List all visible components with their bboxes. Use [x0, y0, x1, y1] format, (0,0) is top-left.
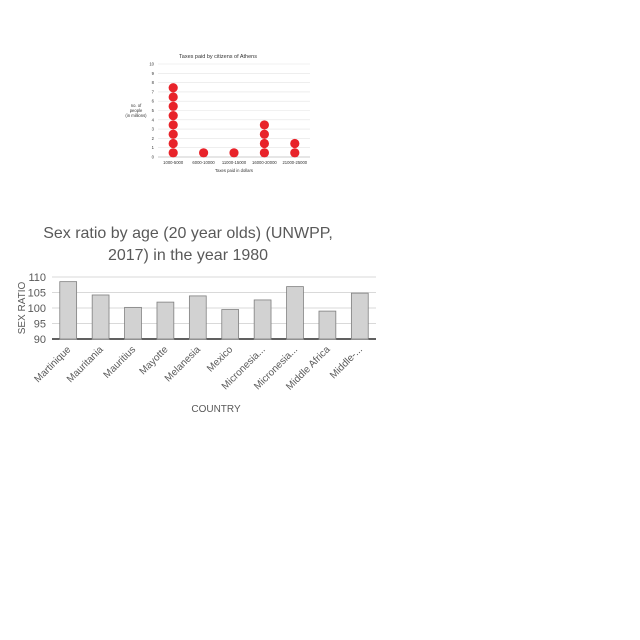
chart1-y-tick-label: 6: [152, 99, 155, 104]
chart1-dot: [259, 138, 269, 149]
chart1-x-tick-label: 1000-5000: [163, 160, 184, 165]
chart1-x-axis-label: Taxes paid in dollars: [215, 168, 253, 173]
chart1-y-tick-label: 0: [152, 155, 155, 160]
chart2-y-tick-label: 90: [34, 334, 46, 346]
chart1-dot: [259, 129, 269, 139]
chart2-y-tick-label: 105: [28, 288, 46, 300]
chart2-bar: [286, 286, 304, 340]
chart1-x-tick-label: 21000-25000: [282, 160, 307, 165]
chart1-dot: [168, 92, 178, 102]
chart2-x-axis-label: COUNTRY: [191, 404, 241, 415]
chart1-dot: [168, 129, 178, 139]
chart2-x-tick-label: Melanesia: [163, 344, 203, 384]
chart1-x-tick-label: 6000-10000: [192, 160, 215, 165]
chart1-x-tick-label: 11000-15000: [222, 160, 247, 165]
chart2-title-line2: 2017) in the year 1980: [108, 247, 268, 264]
chart1-dot: [168, 120, 178, 130]
chart1-title: Taxes paid by citizens of Athens: [179, 54, 257, 60]
chart2-bar: [124, 306, 142, 340]
chart1-y-label-line1: no. of: [131, 103, 142, 108]
chart2-bar: [221, 309, 240, 340]
chart1-dot: [168, 83, 178, 93]
chart2-x-tick-label: Middle-...: [328, 344, 365, 381]
chart2-bar: [156, 301, 175, 340]
chart2-y-tick-label: 100: [28, 303, 46, 315]
chart1-x-tick-label: 16000-20000: [252, 160, 277, 165]
chart2-x-tick-label: Mexico: [205, 344, 235, 374]
chart1-y-tick-label: 1: [152, 145, 155, 150]
chart1-y-tick-label: 2: [152, 136, 155, 141]
chart1-dot: [259, 120, 269, 130]
chart2-y-tick-label: 95: [34, 319, 46, 331]
chart2-title-line1: Sex ratio by age (20 year olds) (UNWPP,: [43, 225, 333, 242]
chart1-y-tick-label: 5: [152, 108, 155, 113]
chart1-dot: [168, 101, 178, 111]
chart1-dot: [168, 111, 178, 121]
chart1-y-tick-label: 7: [152, 89, 155, 94]
chart1-y-tick-label: 10: [149, 62, 154, 67]
chart1-y-tick-label: 8: [152, 80, 155, 85]
chart1-dot: [290, 148, 300, 158]
chart1-y-tick-label: 3: [152, 127, 155, 132]
chart1-y-tick-label: 9: [152, 71, 155, 76]
chart2-y-tick-label: 110: [28, 272, 46, 284]
chart1-y-label-line2: people: [130, 108, 143, 113]
chart1-dot: [168, 148, 178, 158]
chart2-bar: [253, 299, 272, 340]
chart2-bar: [350, 292, 369, 340]
chart2-bar: [91, 294, 110, 340]
chart2-y-axis-label: SEX RATIO: [17, 281, 28, 334]
chart1-y-tick-label: 4: [152, 117, 155, 122]
chart1-dot: [229, 148, 239, 158]
chart2-bar: [59, 281, 78, 340]
chart2-bar: [318, 310, 337, 340]
chart2-x-tick-label: Mauritius: [102, 344, 138, 380]
chart1-dot: [290, 138, 300, 149]
chart2-bar: [188, 295, 207, 340]
chart1-dot: [168, 138, 178, 149]
chart1-dot: [259, 148, 269, 158]
chart1-y-label-line3: (in millions): [125, 113, 147, 118]
chart1-dot: [199, 148, 209, 158]
